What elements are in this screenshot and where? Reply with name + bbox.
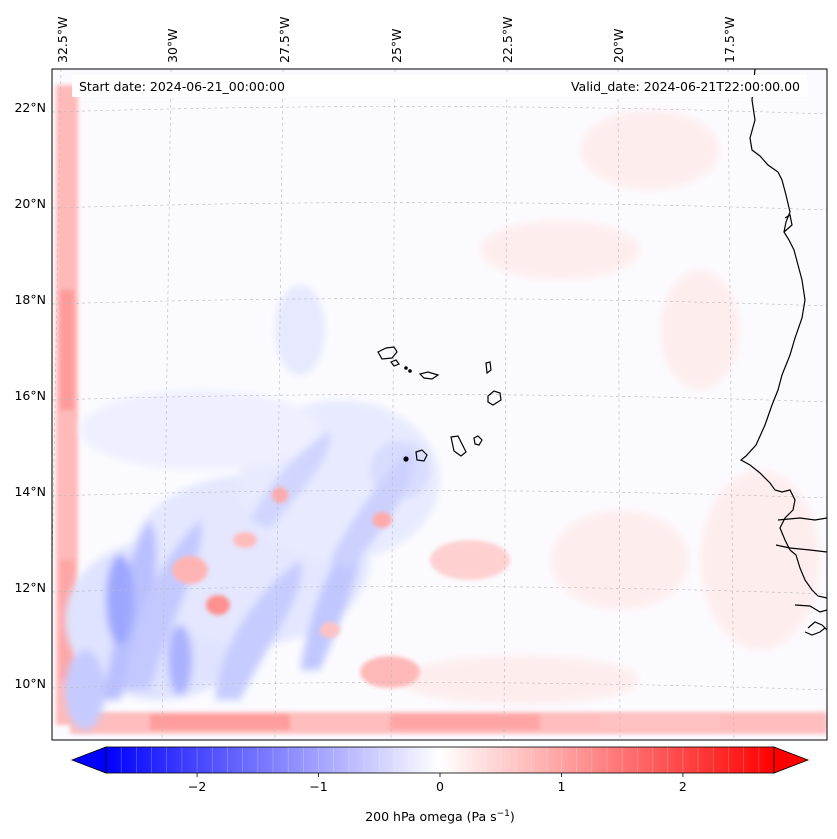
colorbar-label-exponent: −1 — [497, 809, 510, 819]
colorbar-tick-label: −2 — [188, 779, 206, 794]
colorbar-label: 200 hPa omega (Pa s−1) — [365, 809, 515, 824]
colorbar-label-close: ) — [510, 809, 515, 824]
colorbar-tick-label: 0 — [436, 779, 444, 794]
date-header-background — [72, 75, 807, 97]
island-sao-nicolau — [418, 371, 440, 380]
lat-label-14n: 14°N — [14, 484, 46, 499]
latitude-labels: 22°N 20°N 18°N 16°N 14°N 12°N 10°N — [14, 100, 46, 691]
lat-label-20n: 20°N — [14, 196, 46, 211]
island-sal — [485, 361, 492, 375]
colorbar-ticks: −2 −1 0 1 2 — [188, 773, 687, 794]
africa-coastline — [739, 69, 827, 599]
colorbar-level-steps — [120, 747, 760, 773]
island-santo-antao — [377, 346, 398, 360]
lat-label-18n: 18°N — [14, 292, 46, 307]
lon-label-20w: 20°W — [611, 28, 626, 63]
lon-label-27-5w: 27.5°W — [277, 17, 292, 63]
island-maio — [473, 435, 483, 446]
colorbar-tick-label: 1 — [557, 779, 565, 794]
colorbar-body — [106, 747, 774, 773]
colorbar-extend-low — [70, 746, 107, 774]
island-fogo — [415, 449, 428, 462]
lat-label-12n: 12°N — [14, 580, 46, 595]
longitude-labels: 32.5°W 30°W 27.5°W 25°W 22.5°W 20°W 17.5… — [55, 17, 737, 63]
map-panel: Start date: 2024-06-21_00:00:00 Valid_da… — [51, 68, 828, 741]
lat-label-16n: 16°N — [14, 388, 46, 403]
colorbar-tick-label: 2 — [679, 779, 687, 794]
island-sao-vicente — [390, 359, 400, 367]
start-date-label: Start date: 2024-06-21_00:00:00 — [79, 79, 285, 94]
colorbar-tick-label: −1 — [309, 779, 327, 794]
lon-label-30w: 30°W — [165, 28, 180, 63]
valid-date-label: Valid_date: 2024-06-21T22:00:00.00 — [571, 79, 800, 94]
lon-label-32-5w: 32.5°W — [55, 17, 70, 63]
boundary-positive-bands — [56, 85, 827, 734]
weak-positive-regions — [400, 110, 820, 705]
island-santiago — [450, 435, 467, 457]
colorbar-extend-high — [773, 746, 810, 774]
lon-label-22-5w: 22.5°W — [500, 17, 515, 63]
graticule-lines — [52, 69, 827, 740]
omega-field — [56, 85, 827, 734]
map-frame — [51, 68, 828, 741]
lon-label-25w: 25°W — [389, 28, 404, 63]
island-boa-vista — [487, 390, 502, 406]
island-brava — [403, 456, 409, 462]
colorbar-label-main: 200 hPa omega (Pa s — [365, 809, 496, 824]
colorbar: −2 −1 0 1 2 200 hPa omega (Pa s−1) — [70, 746, 810, 824]
positive-omega-cells — [172, 487, 510, 688]
coastlines — [739, 69, 827, 636]
lon-label-17-5w: 17.5°W — [722, 17, 737, 63]
lat-label-22n: 22°N — [14, 100, 46, 115]
lat-label-10n: 10°N — [14, 676, 46, 691]
cape-verde-islands — [377, 346, 502, 462]
